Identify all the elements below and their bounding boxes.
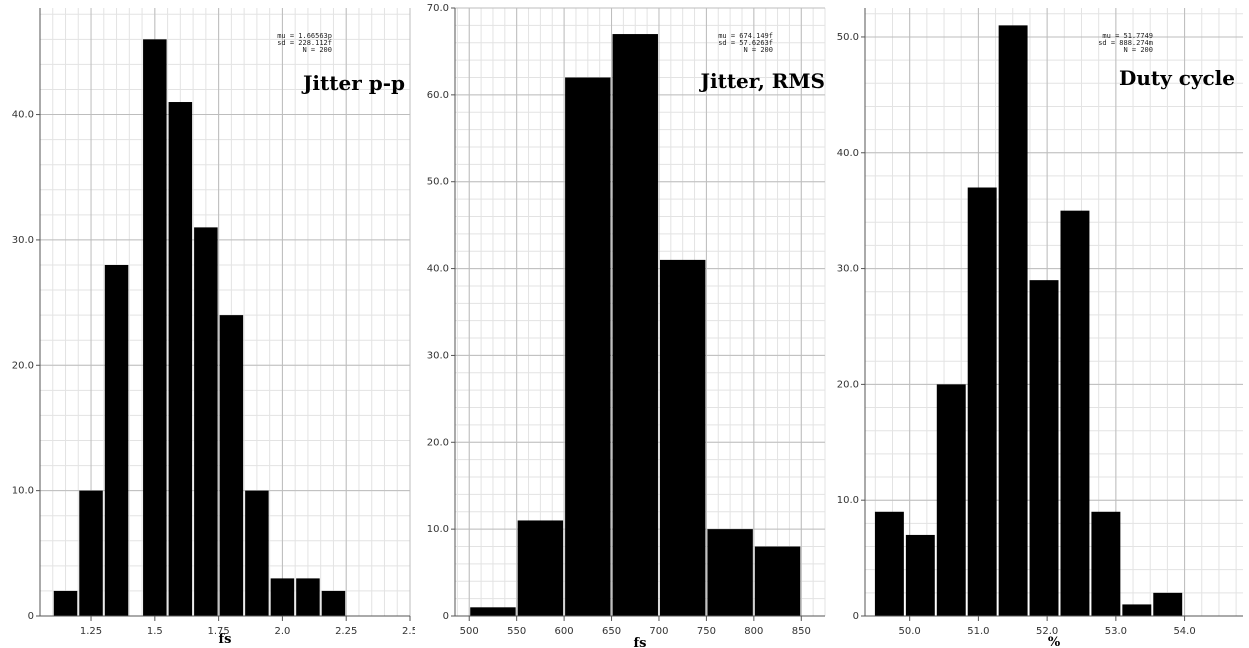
histogram-bar xyxy=(470,607,516,616)
histogram-jitter-pp-svg: 1.25 1.5 1.75 2.0 2.25 2.5 0 10.0 20.0 30.0 40.0 fs… xyxy=(12,8,415,647)
x-tick-label: 2.0 xyxy=(274,626,290,637)
x-tick-label: 800 xyxy=(744,626,763,637)
y-tick-label: 0 xyxy=(28,611,34,622)
histogram-bar xyxy=(1060,210,1090,616)
histogram-bar xyxy=(194,227,218,616)
histogram-bar xyxy=(707,529,753,616)
x-tick-label: 51.0 xyxy=(967,626,989,637)
histogram-bar xyxy=(219,315,244,616)
y-tick-label: 10.0 xyxy=(837,495,859,506)
histogram-bar xyxy=(104,264,129,616)
histogram-jitter-rms: 500 550 600 650 700 750 800 850 0 10.0 20.0 30.0 40.… xyxy=(415,0,830,648)
x-tick-label: 750 xyxy=(697,626,716,637)
histogram-bar xyxy=(754,546,801,616)
y-tick-label: 10.0 xyxy=(427,524,449,535)
histogram-bar xyxy=(270,578,295,616)
histogram-bar xyxy=(905,534,935,616)
histogram-bar xyxy=(874,511,904,616)
histogram-bar xyxy=(321,590,346,616)
histogram-bar xyxy=(168,102,193,616)
stats-line: sd = 228.112f xyxy=(277,39,332,47)
histogram-jitter-rms-svg: 500 550 600 650 700 750 800 850 0 10.0 20.0 30.0 40.… xyxy=(427,3,826,648)
histogram-bar xyxy=(79,490,103,616)
x-tick-label: 650 xyxy=(602,626,621,637)
x-tick-label: 550 xyxy=(507,626,526,637)
stats-line: sd = 57.6263f xyxy=(718,39,773,47)
histogram-bar xyxy=(1153,592,1183,616)
y-tick-label: 20.0 xyxy=(12,360,34,371)
x-tick-label: 500 xyxy=(460,626,479,637)
stats-line: sd = 888.274m xyxy=(1098,39,1153,47)
x-tick-label: 850 xyxy=(792,626,811,637)
stats-line: mu = 1.66563p xyxy=(277,32,332,40)
histogram-bar xyxy=(143,39,167,616)
y-tick-label: 70.0 xyxy=(427,3,449,14)
y-tick-label: 20.0 xyxy=(427,437,449,448)
histogram-bar xyxy=(936,384,966,616)
histogram-duty-cycle: 50.0 51.0 52.0 53.0 54.0 0 10.0 20.0 30.0 40.0 50.… xyxy=(830,0,1249,648)
y-tick-label: 0 xyxy=(853,611,859,622)
x-tick-label: 2.5 xyxy=(402,626,415,637)
stats-line: mu = 674.149f xyxy=(718,32,773,40)
x-tick-label: 2.25 xyxy=(335,626,357,637)
histogram-jitter-pp: 1.25 1.5 1.75 2.0 2.25 2.5 0 10.0 20.0 30.0 40.0 fs… xyxy=(0,0,415,648)
stats-line: N = 200 xyxy=(743,46,773,54)
x-tick-label: 1.5 xyxy=(147,626,163,637)
x-tick-label: 54.0 xyxy=(1173,626,1195,637)
stats-line: N = 200 xyxy=(302,46,332,54)
chart-title: Jitter, RMS xyxy=(699,69,825,93)
y-tick-label: 30.0 xyxy=(427,350,449,361)
x-tick-label: 1.25 xyxy=(80,626,102,637)
stats-line: mu = 51.7749 xyxy=(1102,32,1153,40)
stats-line: N = 200 xyxy=(1123,46,1153,54)
y-tick-label: 40.0 xyxy=(837,148,859,159)
chart-title: Jitter p-p xyxy=(301,71,405,95)
bars xyxy=(53,39,346,616)
x-tick-label: 600 xyxy=(555,626,574,637)
y-tick-label: 50.0 xyxy=(837,32,859,43)
x-axis-label: fs xyxy=(219,632,232,647)
histogram-bar xyxy=(659,259,706,616)
y-tick-label: 40.0 xyxy=(12,110,34,121)
histogram-bar xyxy=(296,578,320,616)
histogram-bar xyxy=(967,187,997,616)
histogram-bar xyxy=(1091,511,1121,616)
histogram-bar xyxy=(1029,280,1059,616)
y-tick-label: 0 xyxy=(443,611,449,622)
histogram-bar xyxy=(565,77,611,616)
chart-title: Duty cycle xyxy=(1119,66,1235,90)
histogram-bar xyxy=(245,490,269,616)
y-tick-label: 50.0 xyxy=(427,177,449,188)
bars xyxy=(874,25,1183,616)
x-tick-label: 53.0 xyxy=(1105,626,1127,637)
x-axis-label: fs xyxy=(634,636,647,648)
y-tick-label: 60.0 xyxy=(427,90,449,101)
y-tick-label: 30.0 xyxy=(12,235,34,246)
histogram-bar xyxy=(612,34,658,617)
y-tick-label: 40.0 xyxy=(427,264,449,275)
histogram-bar xyxy=(1122,604,1152,616)
histogram-duty-cycle-svg: 50.0 51.0 52.0 53.0 54.0 0 10.0 20.0 30.0 40.0 50.… xyxy=(837,8,1243,648)
x-tick-label: 50.0 xyxy=(899,626,921,637)
histogram-bar xyxy=(53,590,78,616)
x-tick-label: 1.75 xyxy=(207,626,229,637)
y-tick-label: 30.0 xyxy=(837,264,859,275)
y-tick-label: 20.0 xyxy=(837,379,859,390)
x-tick-label: 700 xyxy=(649,626,668,637)
y-tick-label: 10.0 xyxy=(12,486,34,497)
histogram-bar xyxy=(517,520,564,616)
x-axis-label: % xyxy=(1048,635,1061,648)
bars xyxy=(470,34,801,617)
x-tick-label: 52.0 xyxy=(1036,626,1058,637)
histogram-bar xyxy=(998,25,1028,616)
